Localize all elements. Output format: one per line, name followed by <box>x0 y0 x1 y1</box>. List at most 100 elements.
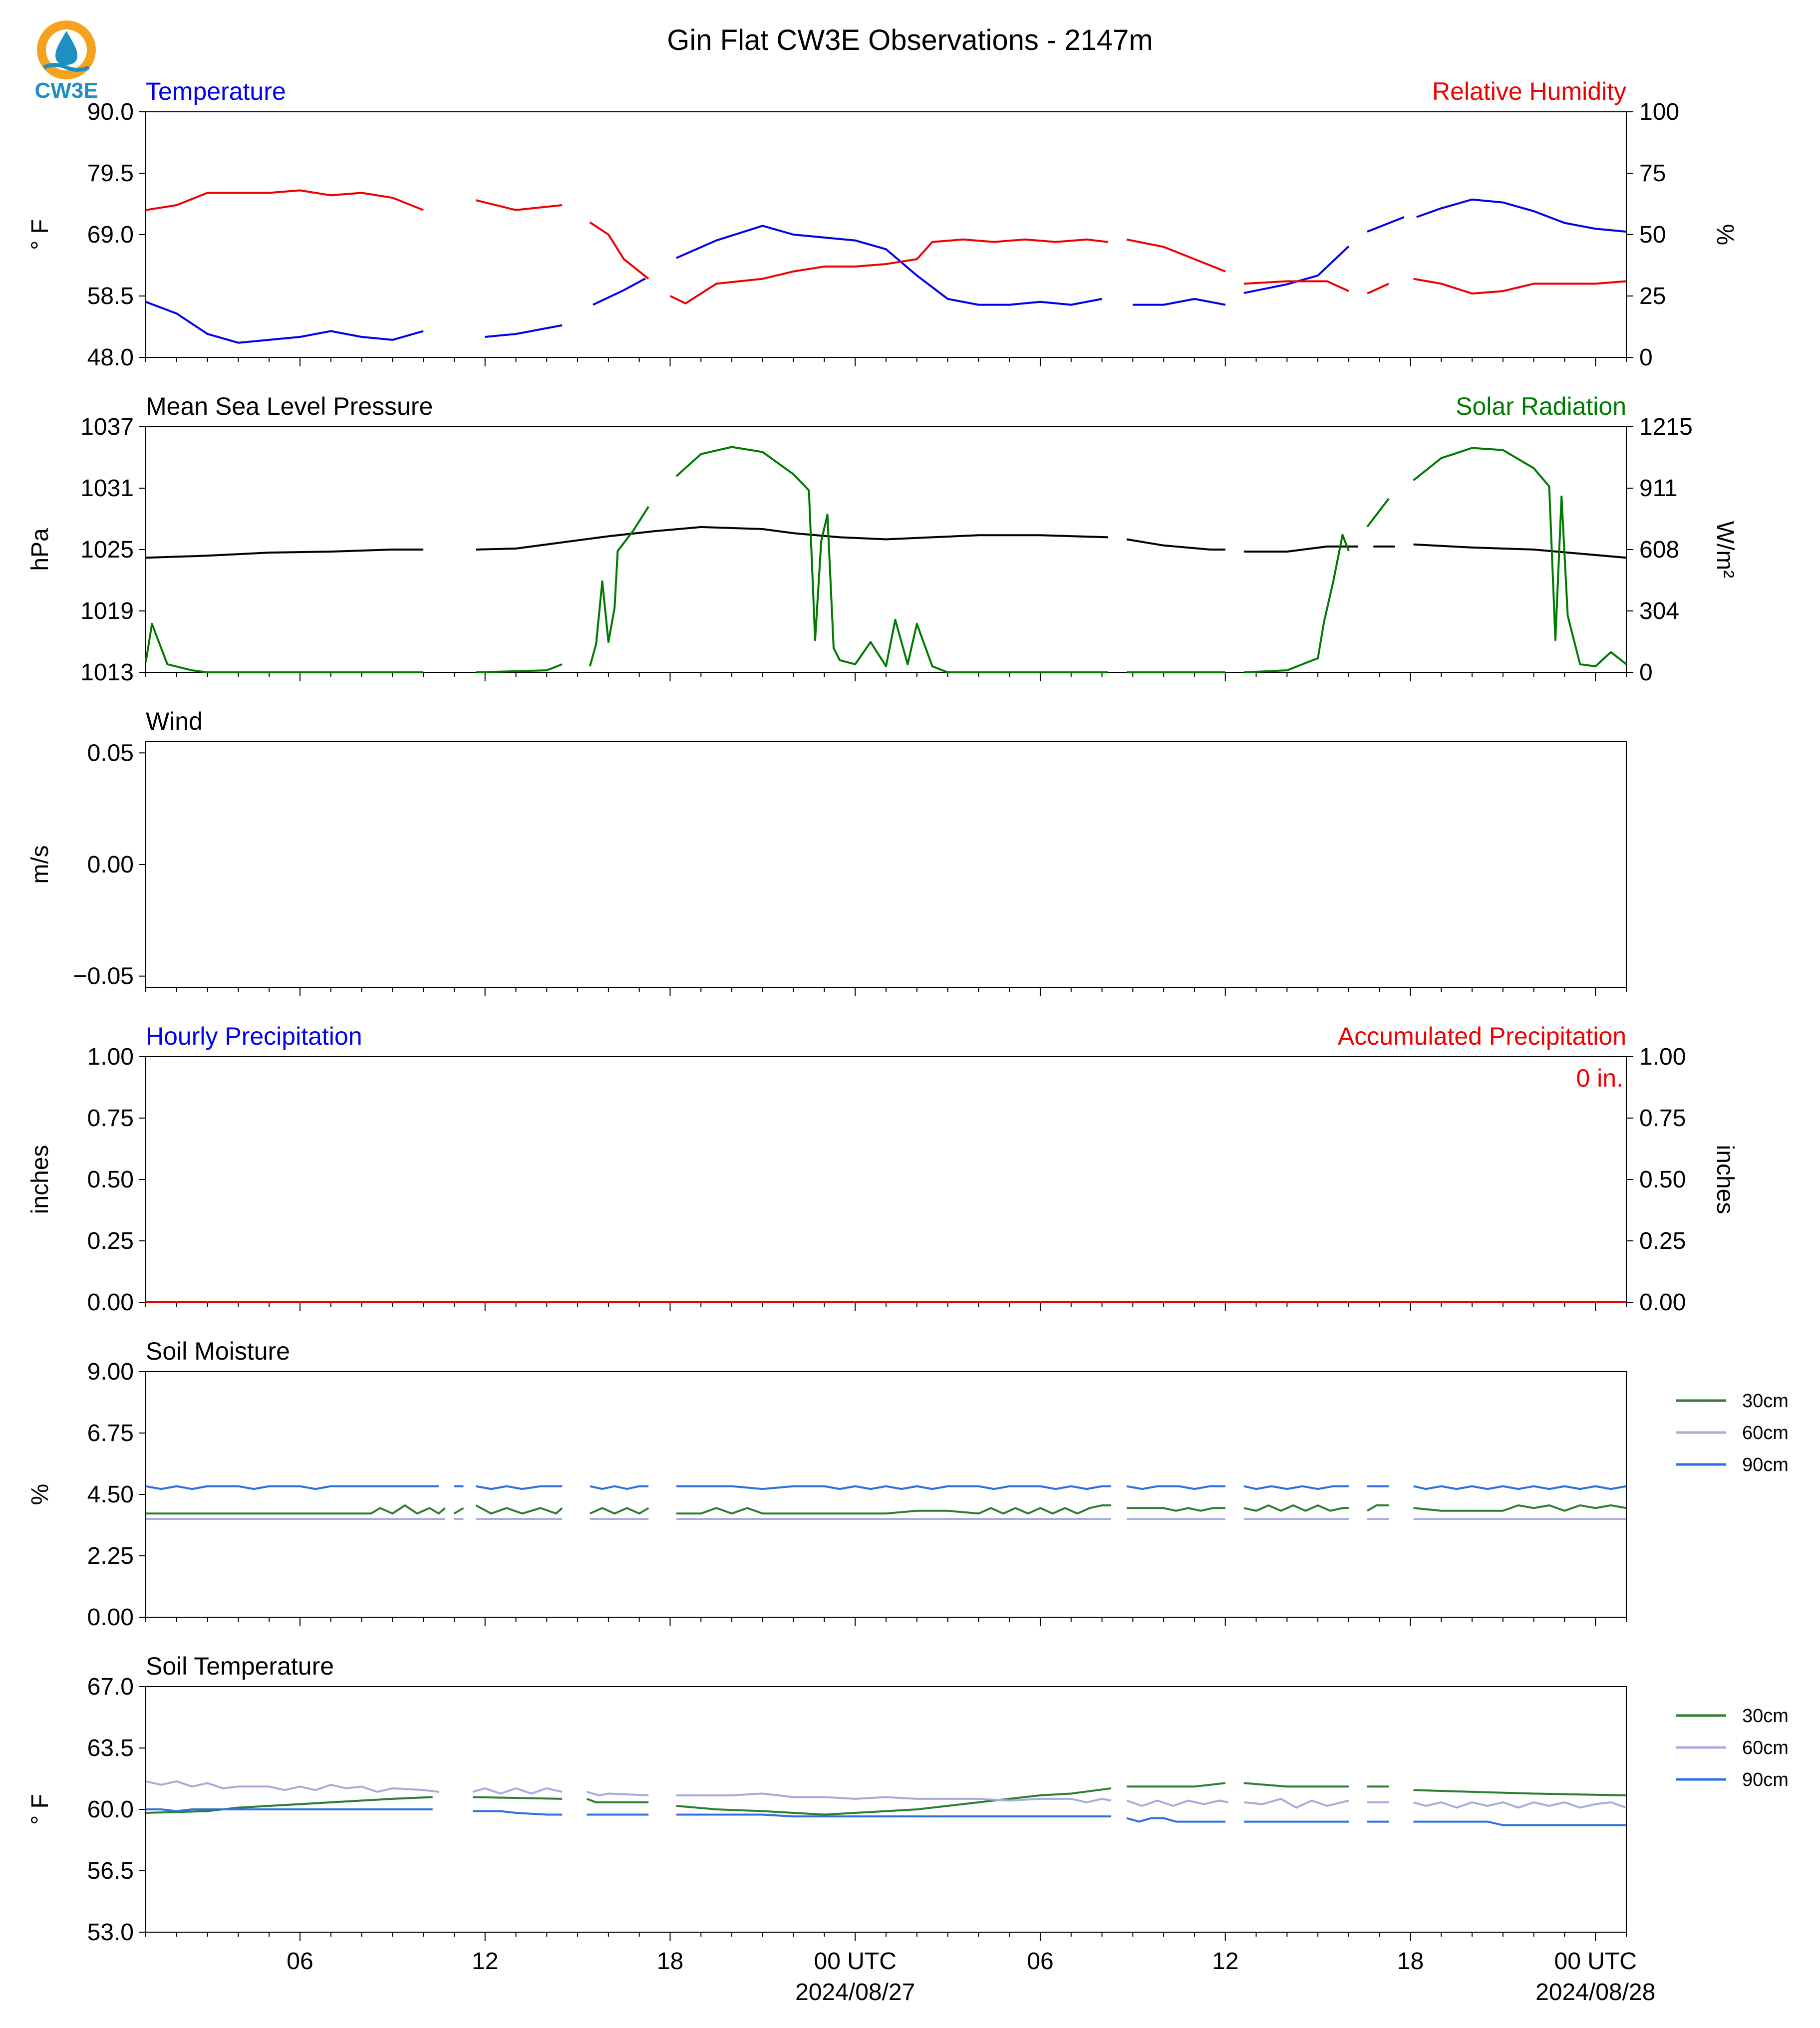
legend-label: 60cm <box>1742 1738 1789 1758</box>
y-left-tick-label: 2.25 <box>87 1543 134 1569</box>
y-right-tick-label: 100 <box>1639 99 1679 125</box>
x-date-label: 2024/08/27 <box>795 1979 915 2006</box>
series-line-soil_90 <box>145 1485 1627 1490</box>
panel-title-right: Solar Radiation <box>1456 392 1626 420</box>
series-line-solar <box>145 446 1627 673</box>
y-right-tick-label: 50 <box>1639 222 1666 248</box>
x-date-label: 2024/08/28 <box>1535 1979 1655 2006</box>
panel-pressure_solar: 1013 1019 1025 1031 1037 0 304 608 911 1215 Mean S… <box>27 392 1738 686</box>
cw3e-logo: CW3E <box>34 20 98 103</box>
logo-text: CW3E <box>34 78 98 103</box>
y-left-axis-label: m/s <box>27 845 53 883</box>
x-tick-label: 18 <box>657 1948 683 1975</box>
y-left-tick-label: 6.75 <box>87 1420 134 1447</box>
y-right-tick-label: 304 <box>1639 598 1679 624</box>
legend-label: 90cm <box>1742 1454 1789 1475</box>
y-left-tick-label: 63.5 <box>87 1735 134 1761</box>
y-left-tick-label: 1019 <box>80 598 134 624</box>
panel-title-left: Wind <box>146 707 203 735</box>
x-tick-label: 00 UTC <box>814 1948 897 1975</box>
y-right-tick-label: 25 <box>1639 283 1666 309</box>
x-tick-label: 06 <box>1027 1948 1053 1975</box>
panel-wind: −0.05 0.00 0.05 Wind m/s <box>27 707 1627 996</box>
y-left-tick-label: 0.00 <box>87 1289 134 1316</box>
y-left-tick-label: 58.5 <box>87 283 134 309</box>
chart-title: Gin Flat CW3E Observations - 2147m <box>667 24 1153 56</box>
x-tick-label: 18 <box>1397 1948 1424 1975</box>
y-left-tick-label: 1025 <box>80 537 134 563</box>
y-left-tick-label: 0.25 <box>87 1228 134 1254</box>
y-right-axis-label: W/m² <box>1712 521 1738 579</box>
y-left-tick-label: 60.0 <box>87 1796 134 1823</box>
panel-title-left: Mean Sea Level Pressure <box>146 392 433 420</box>
y-left-axis-label: inches <box>27 1145 53 1214</box>
panel-temp_rh: 48.0 58.5 69.0 79.5 90.0 0 25 50 75 100 Temperatur… <box>27 77 1738 371</box>
panel-precip: 0.00 0.25 0.50 0.75 1.00 0.00 0.25 0.50 0.75 1.00… <box>27 1022 1738 1316</box>
logo-drop-icon <box>55 31 77 65</box>
x-tick-label: 06 <box>287 1948 313 1975</box>
legend-label: 30cm <box>1742 1706 1789 1727</box>
y-left-tick-label: 53.0 <box>87 1919 134 1946</box>
y-right-tick-label: 1215 <box>1639 414 1693 440</box>
x-tick-label: 12 <box>1212 1948 1238 1975</box>
panel-soil_temperature: 53.0 56.5 60.0 63.5 67.0 Soil Temperature ° F 3… <box>27 1652 1789 1946</box>
y-left-axis-label: ° F <box>27 219 53 250</box>
y-left-tick-label: 69.0 <box>87 222 134 248</box>
accumulated-annotation: 0 in. <box>1576 1064 1623 1092</box>
panel-title-left: Soil Temperature <box>146 1652 334 1680</box>
y-left-tick-label: −0.05 <box>73 963 134 990</box>
panel-title-right: Accumulated Precipitation <box>1338 1022 1626 1050</box>
series-line-pressure <box>145 526 1627 559</box>
y-left-tick-label: 90.0 <box>87 99 134 125</box>
y-left-tick-label: 1013 <box>80 659 134 686</box>
y-right-tick-label: 0 <box>1639 344 1653 371</box>
y-left-axis-label: hPa <box>27 528 53 571</box>
y-right-axis-label: % <box>1712 224 1738 246</box>
y-right-tick-label: 1.00 <box>1639 1044 1686 1070</box>
series-line-temperature <box>145 198 1627 344</box>
plot-frame <box>145 741 1627 988</box>
logo-wave-icon <box>43 63 90 72</box>
y-right-tick-label: 608 <box>1639 537 1679 563</box>
panel-soil_moisture: 0.00 2.25 4.50 6.75 9.00 Soil Moisture% 30cm 60… <box>27 1337 1789 1631</box>
y-left-tick-label: 0.75 <box>87 1105 134 1132</box>
y-right-tick-label: 911 <box>1639 475 1678 502</box>
y-left-tick-label: 4.50 <box>87 1481 134 1508</box>
y-left-tick-label: 0.50 <box>87 1166 134 1193</box>
plot-frame <box>145 1371 1627 1618</box>
y-left-tick-label: 79.5 <box>87 160 134 187</box>
x-tick-label: 12 <box>472 1948 498 1975</box>
x-tick-label: 00 UTC <box>1554 1948 1637 1975</box>
legend-label: 60cm <box>1742 1423 1789 1444</box>
y-left-tick-label: 0.00 <box>87 1604 134 1631</box>
y-left-axis-label: ° F <box>27 1794 53 1825</box>
y-left-tick-label: 56.5 <box>87 1858 134 1884</box>
y-left-tick-label: 0.00 <box>87 852 134 878</box>
y-left-tick-label: 9.00 <box>87 1359 134 1385</box>
logo-ring <box>37 20 96 79</box>
y-right-tick-label: 0.75 <box>1639 1105 1686 1132</box>
y-right-tick-label: 75 <box>1639 160 1666 187</box>
y-left-axis-label: % <box>27 1484 53 1505</box>
y-left-tick-label: 1031 <box>80 475 134 502</box>
y-left-tick-label: 48.0 <box>87 344 134 371</box>
series-line-soil_30 <box>145 1782 1627 1816</box>
series-line-soil_30 <box>146 1504 1627 1515</box>
plot-frame <box>145 1056 1627 1303</box>
legend-label: 30cm <box>1742 1391 1789 1412</box>
legend-label: 90cm <box>1742 1769 1789 1790</box>
y-left-tick-label: 0.05 <box>87 740 134 766</box>
series-line-humidity <box>145 189 1627 304</box>
series-line-soil_60 <box>145 1780 1627 1809</box>
plot-frame <box>145 111 1627 358</box>
y-left-tick-label: 67.0 <box>87 1674 134 1700</box>
panel-title-left: Soil Moisture <box>146 1337 290 1365</box>
panel-title-right: Relative Humidity <box>1432 77 1626 105</box>
panels-container: 48.0 58.5 69.0 79.5 90.0 0 25 50 75 100 Temperatur… <box>27 77 1789 2006</box>
y-left-tick-label: 1037 <box>80 414 134 440</box>
y-right-tick-label: 0 <box>1639 659 1653 686</box>
y-right-axis-label: inches <box>1712 1145 1738 1214</box>
panel-title-left: Temperature <box>146 77 286 105</box>
series-line-soil_90 <box>146 1808 1626 1826</box>
